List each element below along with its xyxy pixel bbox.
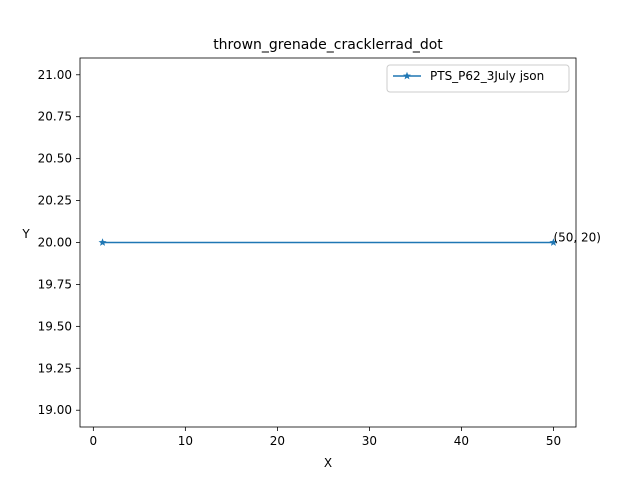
y-tick-label: 20.50 (38, 152, 72, 166)
legend-series-label: PTS_P62_3July json (430, 69, 544, 83)
legend-star-marker (403, 71, 411, 80)
y-tick-label: 20.00 (38, 236, 72, 250)
y-tick-label: 19.75 (38, 277, 72, 291)
y-axis-ticks: 19.00 19.25 19.50 19.75 20.00 20.25 20.50 20.75… (38, 68, 80, 417)
legend: PTS_P62_3July json (386, 64, 570, 93)
x-axis-ticks: 0 10 20 30 40 50 (90, 427, 561, 448)
legend-box (386, 64, 570, 93)
plot-frame (79, 57, 577, 428)
data-point-star (98, 238, 107, 246)
y-tick-label: 20.75 (38, 110, 72, 124)
chart-title: thrown_grenade_cracklerrad_dot (213, 37, 443, 53)
y-tick-label: 19.50 (38, 319, 72, 333)
data-point-star (549, 238, 558, 246)
x-tick-label: 10 (178, 434, 193, 448)
x-tick-label: 20 (270, 434, 285, 448)
x-tick-label: 50 (546, 434, 561, 448)
x-tick-label: 40 (454, 434, 469, 448)
y-tick-label: 21.00 (38, 68, 72, 82)
y-tick-label: 20.25 (38, 194, 72, 208)
x-axis-label: X (324, 456, 332, 470)
series-layer (98, 238, 558, 246)
y-tick-label: 19.00 (38, 403, 72, 417)
x-tick-label: 30 (362, 434, 377, 448)
point-annotation: (50, 20) (553, 231, 601, 245)
x-tick-label: 0 (90, 434, 98, 448)
y-tick-label: 19.25 (38, 361, 72, 375)
y-axis-label: Y (21, 227, 30, 241)
annotation-layer: (50, 20) (553, 231, 601, 245)
